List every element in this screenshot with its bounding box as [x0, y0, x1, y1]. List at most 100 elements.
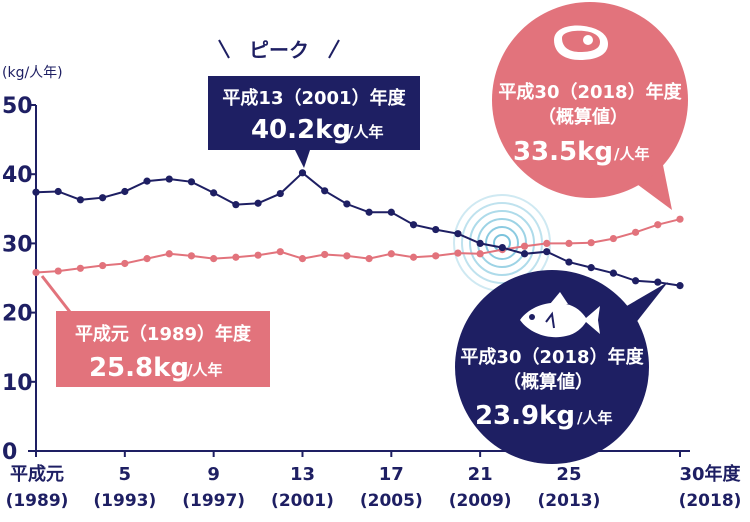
fish-data-point [432, 225, 440, 234]
x-tick-label: 13 [290, 464, 315, 485]
meat-series [32, 215, 684, 277]
meat-2018-value: 33.5kg [513, 137, 613, 167]
x-tick-label: 25 [556, 464, 581, 485]
fish-2018-note: （概算値） [503, 371, 593, 393]
fish-2018-value: 23.9kg [475, 401, 575, 431]
fish-data-point [498, 243, 506, 252]
meat-data-point [676, 215, 684, 223]
x-tick-year-label: (1997) [182, 491, 245, 511]
x-tick-year-label: (2013) [538, 491, 601, 511]
fish-data-point [520, 250, 529, 258]
x-tick-year-label: (2009) [449, 491, 512, 511]
meat-data-point [54, 267, 62, 275]
meat-icon [554, 25, 608, 60]
fish-data-point [387, 208, 395, 216]
meat-1989-annotation: 平成元（1989）年度 25.8kg /人年 [56, 311, 270, 387]
meat-data-point [76, 264, 85, 272]
meat-data-point [165, 250, 173, 258]
x-tick-label: 5 [119, 464, 132, 485]
x-tick-label: 30年度 [679, 463, 741, 485]
meat-data-point [587, 239, 595, 247]
y-unit-label: (kg/人年) [2, 65, 63, 81]
meat-data-point [210, 255, 218, 263]
fish-data-point [454, 230, 462, 238]
fish-data-point [232, 201, 240, 209]
meat-series-line [35, 218, 681, 274]
fish-data-point [365, 208, 373, 216]
meat-data-point [298, 255, 307, 263]
fish-data-point [165, 175, 173, 183]
fish-data-point [543, 248, 551, 256]
meat-2018-note: （概算値） [538, 106, 628, 128]
meat-data-point [631, 228, 640, 236]
x-tick-year-label: (2005) [360, 491, 423, 511]
x-tick-year-label: (2001) [271, 491, 334, 511]
x-tick-year-label: (1993) [93, 491, 156, 511]
meat-data-point [254, 251, 262, 259]
fish-data-point [409, 221, 418, 229]
fish-data-point [121, 187, 129, 196]
fish-data-point [476, 239, 484, 247]
y-tick-label: 50 [2, 94, 33, 119]
meat-data-point [99, 261, 107, 270]
fish-data-point [298, 169, 307, 177]
meat-1989-year-label: 平成元（1989）年度 [75, 323, 252, 345]
y-tick-label: 30 [2, 232, 33, 257]
fish-data-point [210, 189, 218, 197]
y-tick-label: 40 [2, 163, 33, 188]
meat-data-point [232, 253, 240, 261]
meat-2018-year-label: 平成30（2018）年度 [498, 81, 682, 103]
fish-data-point [565, 258, 573, 266]
fish-2018-year-label: 平成30（2018）年度 [460, 346, 644, 368]
fish-2018-bubble: 平成30（2018）年度 （概算値） 23.9kg /人年 [455, 270, 649, 464]
meat-data-point [321, 250, 329, 259]
meat-data-point [609, 234, 617, 243]
fish-2018-unit: /人年 [577, 409, 612, 427]
meat-data-point [343, 252, 351, 260]
y-ticks: 0 10 20 30 40 50 [2, 94, 36, 465]
meat-data-point [476, 250, 484, 258]
meat-data-point [409, 253, 418, 261]
x-tick-year-label: (1989) [6, 491, 69, 511]
peak-annotation: ピーク 平成13（2001）年度 40.2kg /人年 [208, 38, 420, 150]
fish-icon [520, 292, 600, 338]
x-tick-year-label: (2018) [679, 491, 742, 511]
fish-data-point [54, 187, 62, 196]
meat-data-point [32, 268, 40, 277]
fish-data-point [254, 199, 262, 207]
meat-1989-value: 25.8kg [89, 353, 189, 383]
fish-data-point [187, 178, 196, 186]
fish-data-point [654, 278, 662, 286]
peak-value: 40.2kg [251, 115, 351, 145]
peak-year-label: 平成13（2001）年度 [222, 87, 406, 109]
y-tick-label: 0 [2, 440, 17, 465]
y-tick-label: 10 [2, 371, 33, 396]
meat-data-point [543, 239, 551, 247]
meat-data-point [187, 252, 196, 260]
fish-series-line [35, 171, 681, 287]
meat-data-point [654, 221, 662, 229]
peak-box [208, 76, 420, 150]
x-ticks: 平成元 (1989) 5 (1993) 9 (1997) 13 (2001) 17 (2005) 2… [6, 451, 742, 511]
fish-series [32, 169, 684, 290]
peak-header: ピーク [249, 38, 309, 62]
meat-data-point [520, 242, 529, 250]
meat-data-point [365, 255, 373, 263]
fish-data-point [587, 264, 595, 272]
fish-data-point [631, 277, 640, 285]
fish-data-point [276, 189, 284, 198]
fish-data-point [676, 282, 684, 290]
fish-data-point [32, 188, 40, 196]
meat-data-point [276, 248, 284, 256]
meat-2018-bubble: 平成30（2018）年度 （概算値） 33.5kg /人年 [492, 2, 688, 198]
fish-data-point [343, 200, 351, 208]
meat-data-point [143, 255, 151, 263]
fish-data-point [321, 187, 329, 195]
meat-1989-unit: /人年 [187, 361, 222, 379]
fish-data-point [609, 269, 617, 277]
x-tick-label: 平成元 [10, 463, 64, 485]
fish-data-point [99, 194, 107, 202]
y-tick-label: 20 [2, 302, 33, 327]
meat-2018-unit: /人年 [614, 145, 649, 163]
fish-data-point [76, 196, 85, 204]
